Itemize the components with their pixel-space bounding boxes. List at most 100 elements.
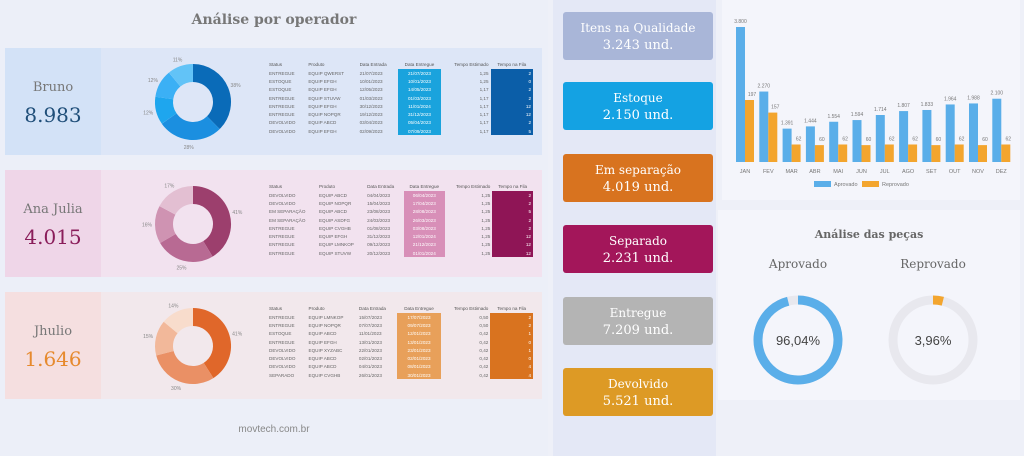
column-header[interactable]: Tempo na Fila	[498, 183, 528, 189]
bar-aprovado[interactable]	[922, 109, 932, 162]
bar-reprovado[interactable]	[838, 144, 848, 162]
donut-slice[interactable]	[160, 233, 213, 262]
table-row[interactable]: ENTREGUE EQUIP STUVW 20/12/2023 01/01/2024 1…	[267, 249, 533, 258]
column-header[interactable]: Data Entregue	[409, 183, 440, 189]
column-header[interactable]: Status	[269, 61, 283, 67]
operator-table[interactable]: Status Produto Data Entrada Data Entregue Te…	[267, 59, 533, 143]
donut-slice[interactable]	[161, 112, 220, 140]
table-row[interactable]: ENTREGUE EQUIP STUVW 01/03/2023 01/03/2023 1…	[267, 93, 533, 103]
bar-reprovado[interactable]	[1001, 144, 1011, 162]
table-cell: 04/01/2023	[358, 364, 382, 370]
donut-slice[interactable]	[163, 308, 194, 334]
donut-slice[interactable]	[155, 206, 176, 243]
column-header[interactable]: Data Entrada	[359, 61, 387, 67]
table-row[interactable]: DEVOLVIDO EQUIP EFGH 02/09/2023 07/09/2023 1…	[267, 127, 533, 136]
column-header[interactable]: Status	[269, 183, 283, 189]
donut-slice[interactable]	[192, 64, 231, 130]
table-row[interactable]: ESTOQUE EQUIP ABCD 11/01/2023 12/01/2023 0,4…	[267, 329, 533, 338]
table-row[interactable]: DEVOLVIDO EQUIP ABCD 02/01/2023 02/01/2023 0…	[267, 354, 533, 363]
table-row[interactable]: EM SEPARAÇÃO EQUIP ABCD 23/08/2023 28/08/20…	[267, 207, 533, 216]
x-tick-label: ABR	[809, 169, 820, 175]
column-header[interactable]: Tempo na Fila	[497, 305, 527, 311]
table-row[interactable]: ESTOQUE EQUIP EFGH 12/05/2023 14/05/2023 1,1…	[267, 85, 533, 94]
bar-aprovado[interactable]	[782, 128, 792, 162]
table-row[interactable]: ENTREGUE EQUIP EFGH 31/12/2023 12/01/2024 1,…	[267, 232, 533, 241]
table-row[interactable]: SEPARADO EQUIP CVGHB 26/01/2023 30/01/2023 0…	[267, 371, 533, 380]
x-tick-label: NOV	[972, 169, 984, 175]
bar-value-label: 62	[796, 136, 802, 142]
bar-aprovado[interactable]	[852, 120, 862, 162]
bar-reprovado[interactable]	[884, 144, 894, 162]
donut-slice[interactable]	[156, 350, 214, 384]
table-cell: EM SEPARAÇÃO	[269, 217, 306, 223]
footer-link[interactable]: movtech.com.br	[238, 424, 310, 435]
donut-slice[interactable]	[155, 321, 178, 356]
table-row[interactable]: ENTREGUE EQUIP LMNKOP 09/12/2023 21/12/2023…	[267, 240, 533, 250]
table-cell: 12	[492, 249, 533, 258]
bar-reprovado[interactable]	[954, 144, 964, 162]
donut-slice[interactable]	[155, 72, 181, 100]
status-card[interactable]: Em separação 4.019 und.	[563, 154, 713, 202]
column-header[interactable]: Data Entrada	[367, 183, 395, 189]
bar-reprovado[interactable]	[745, 100, 754, 162]
table-row[interactable]: DEVOLVIDO EQUIP ABCD 03/04/2023 05/04/2023 1…	[267, 118, 533, 128]
table-cell: 0,42	[479, 331, 489, 337]
donut-slice[interactable]	[192, 308, 231, 379]
table-row[interactable]: DEVOLVIDO EQUIP ABCD 04/04/2023 06/04/2023 1…	[267, 191, 533, 200]
bar-reprovado[interactable]	[978, 145, 987, 162]
column-header[interactable]: Produto	[308, 305, 325, 311]
bar-aprovado[interactable]	[945, 104, 955, 162]
bar-aprovado[interactable]	[736, 27, 745, 162]
status-card[interactable]: Entregue 7.209 und.	[563, 297, 713, 345]
status-card[interactable]: Estoque 2.150 und.	[563, 82, 713, 130]
table-cell: 09/12/2023	[367, 242, 391, 248]
table-cell: 2	[490, 321, 533, 330]
bar-reprovado[interactable]	[861, 145, 871, 162]
operator-table[interactable]: Status Produto Data Entrada Data Entregue Te…	[267, 303, 533, 387]
column-header[interactable]: Data Entregue	[404, 61, 435, 67]
table-row[interactable]: DEVOLVIDO EQUIP NOPQR 15/04/2023 17/04/2023…	[267, 199, 533, 208]
column-header[interactable]: Tempo na Fila	[497, 61, 527, 67]
donut-slice[interactable]	[159, 186, 194, 216]
donut-slice[interactable]	[168, 64, 194, 87]
bar-aprovado[interactable]	[875, 115, 885, 162]
status-card[interactable]: Separado 2.231 und.	[563, 225, 713, 273]
table-row[interactable]: ESTOQUE EQUIP EFGH 10/01/2023 10/01/2023 1,2…	[267, 77, 533, 86]
bar-reprovado[interactable]	[768, 112, 778, 162]
bar-reprovado[interactable]	[908, 144, 918, 162]
status-card[interactable]: Devolvido 5.521 und.	[563, 368, 713, 416]
bar-aprovado[interactable]	[829, 121, 839, 162]
column-header[interactable]: Data Entregue	[404, 305, 434, 311]
column-header[interactable]: Tempo Estimado	[454, 61, 489, 67]
donut-slice[interactable]	[155, 96, 177, 124]
bar-aprovado[interactable]	[969, 103, 978, 162]
table-row[interactable]: ENTREGUE EQUIP NOPQR 19/12/2023 31/12/2023 1…	[267, 110, 533, 119]
bar-aprovado[interactable]	[759, 91, 769, 162]
column-header[interactable]: Produto	[308, 61, 325, 67]
table-row[interactable]: ENTREGUE EQUIP EFGH 13/01/2023 13/01/2023 0,…	[267, 337, 533, 347]
operator-table[interactable]: Status Produto Data Entrada Data Entregue Te…	[267, 181, 533, 265]
bar-reprovado[interactable]	[931, 145, 941, 162]
column-header[interactable]: Status	[269, 305, 283, 311]
bar-aprovado[interactable]	[805, 126, 815, 162]
table-row[interactable]: ENTREGUE EQUIP LMNKOP 15/07/2023 17/07/2023…	[267, 313, 533, 322]
status-card[interactable]: Itens na Qualidade 3.243 und.	[563, 12, 713, 60]
column-header[interactable]: Produto	[318, 183, 336, 189]
table-row[interactable]: ENTREGUE EQUIP NOPQR 07/07/2023 09/07/2023 0…	[267, 321, 533, 330]
bar-aprovado[interactable]	[992, 98, 1002, 162]
table-cell: DEVOLVIDO	[269, 120, 296, 126]
column-header[interactable]: Tempo Estimado	[456, 183, 491, 189]
column-header[interactable]: Tempo Estimado	[454, 305, 489, 311]
bar-reprovado[interactable]	[791, 144, 801, 162]
donut-slice[interactable]	[192, 186, 231, 257]
table-row[interactable]: ENTREGUE EQUIP QWERST 21/07/2023 21/07/2023…	[267, 69, 533, 78]
table-row[interactable]: ENTREGUE EQUIP EFGH 30/12/2023 11/01/2024 1,…	[267, 102, 533, 111]
bar-aprovado[interactable]	[899, 111, 909, 162]
table-cell: EQUIP NOPQR	[308, 112, 341, 118]
column-header[interactable]: Data Entrada	[358, 305, 386, 311]
table-row[interactable]: ENTREGUE EQUIP CVGHB 01/08/2023 03/08/2023 1…	[267, 224, 533, 233]
table-row[interactable]: EM SEPARAÇÃO EQUIP ASDFG 24/03/2023 26/03/2…	[267, 215, 533, 225]
table-row[interactable]: DEVOLVIDO EQUIP ABCD 04/01/2023 08/01/2023 0…	[267, 362, 533, 372]
table-row[interactable]: DEVOLVIDO EQUIP XYZABC 22/01/2023 23/01/202…	[267, 346, 533, 355]
bar-reprovado[interactable]	[814, 145, 824, 162]
